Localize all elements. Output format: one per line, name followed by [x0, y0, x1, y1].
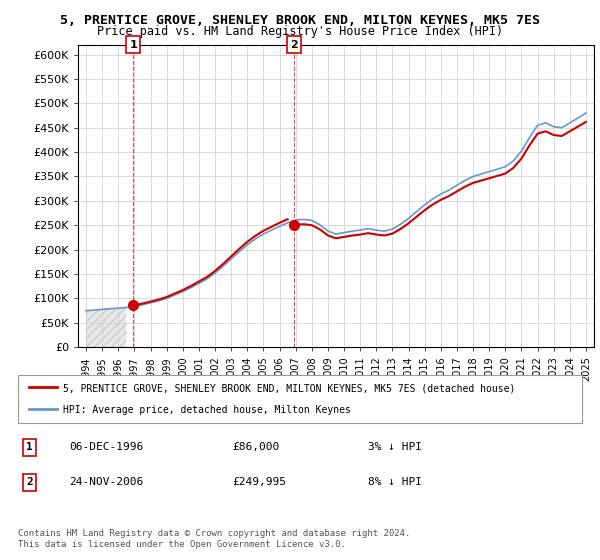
Text: 1: 1 — [26, 442, 32, 452]
Text: 24-NOV-2006: 24-NOV-2006 — [69, 477, 143, 487]
Text: 5, PRENTICE GROVE, SHENLEY BROOK END, MILTON KEYNES, MK5 7ES (detached house): 5, PRENTICE GROVE, SHENLEY BROOK END, MI… — [63, 383, 515, 393]
Text: Contains HM Land Registry data © Crown copyright and database right 2024.
This d: Contains HM Land Registry data © Crown c… — [18, 529, 410, 549]
Text: 1: 1 — [129, 40, 137, 50]
Text: 2: 2 — [290, 40, 298, 50]
Text: 5, PRENTICE GROVE, SHENLEY BROOK END, MILTON KEYNES, MK5 7ES: 5, PRENTICE GROVE, SHENLEY BROOK END, MI… — [60, 14, 540, 27]
Text: £86,000: £86,000 — [232, 442, 280, 452]
Text: HPI: Average price, detached house, Milton Keynes: HPI: Average price, detached house, Milt… — [63, 405, 351, 416]
Text: 3% ↓ HPI: 3% ↓ HPI — [368, 442, 422, 452]
Text: Price paid vs. HM Land Registry's House Price Index (HPI): Price paid vs. HM Land Registry's House … — [97, 25, 503, 38]
Text: 8% ↓ HPI: 8% ↓ HPI — [368, 477, 422, 487]
Text: 2: 2 — [26, 477, 32, 487]
Text: 06-DEC-1996: 06-DEC-1996 — [69, 442, 143, 452]
FancyBboxPatch shape — [18, 375, 582, 423]
Text: £249,995: £249,995 — [232, 477, 286, 487]
